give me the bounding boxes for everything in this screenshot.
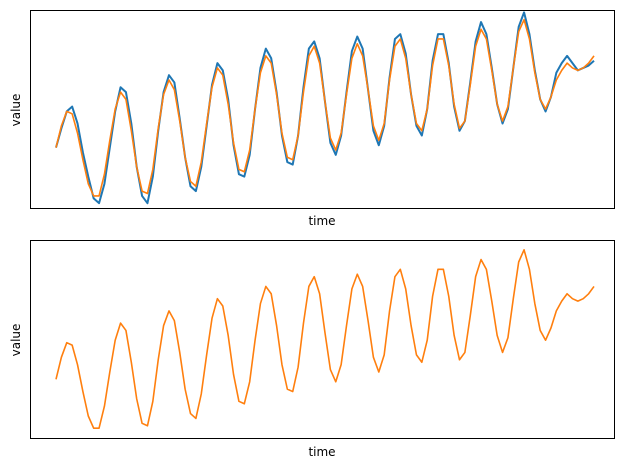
bottom-chart-series-line-1	[55, 248, 595, 430]
top-chart-x-axis-label: time	[308, 214, 335, 228]
top-chart-series-group	[55, 11, 595, 205]
bottom-chart-x-axis-label: time	[308, 445, 335, 459]
top-chart-y-axis-label: value	[9, 94, 23, 127]
bottom-chart-series-group	[55, 248, 595, 430]
bottom-chart-y-axis-label: value	[9, 324, 23, 357]
top-chart-frame	[30, 10, 615, 209]
bottom-chart-panel: time value	[9, 240, 615, 459]
top-chart-series-line-2	[55, 18, 595, 197]
bottom-chart-frame	[30, 240, 615, 439]
top-chart-panel: time value	[9, 10, 615, 228]
